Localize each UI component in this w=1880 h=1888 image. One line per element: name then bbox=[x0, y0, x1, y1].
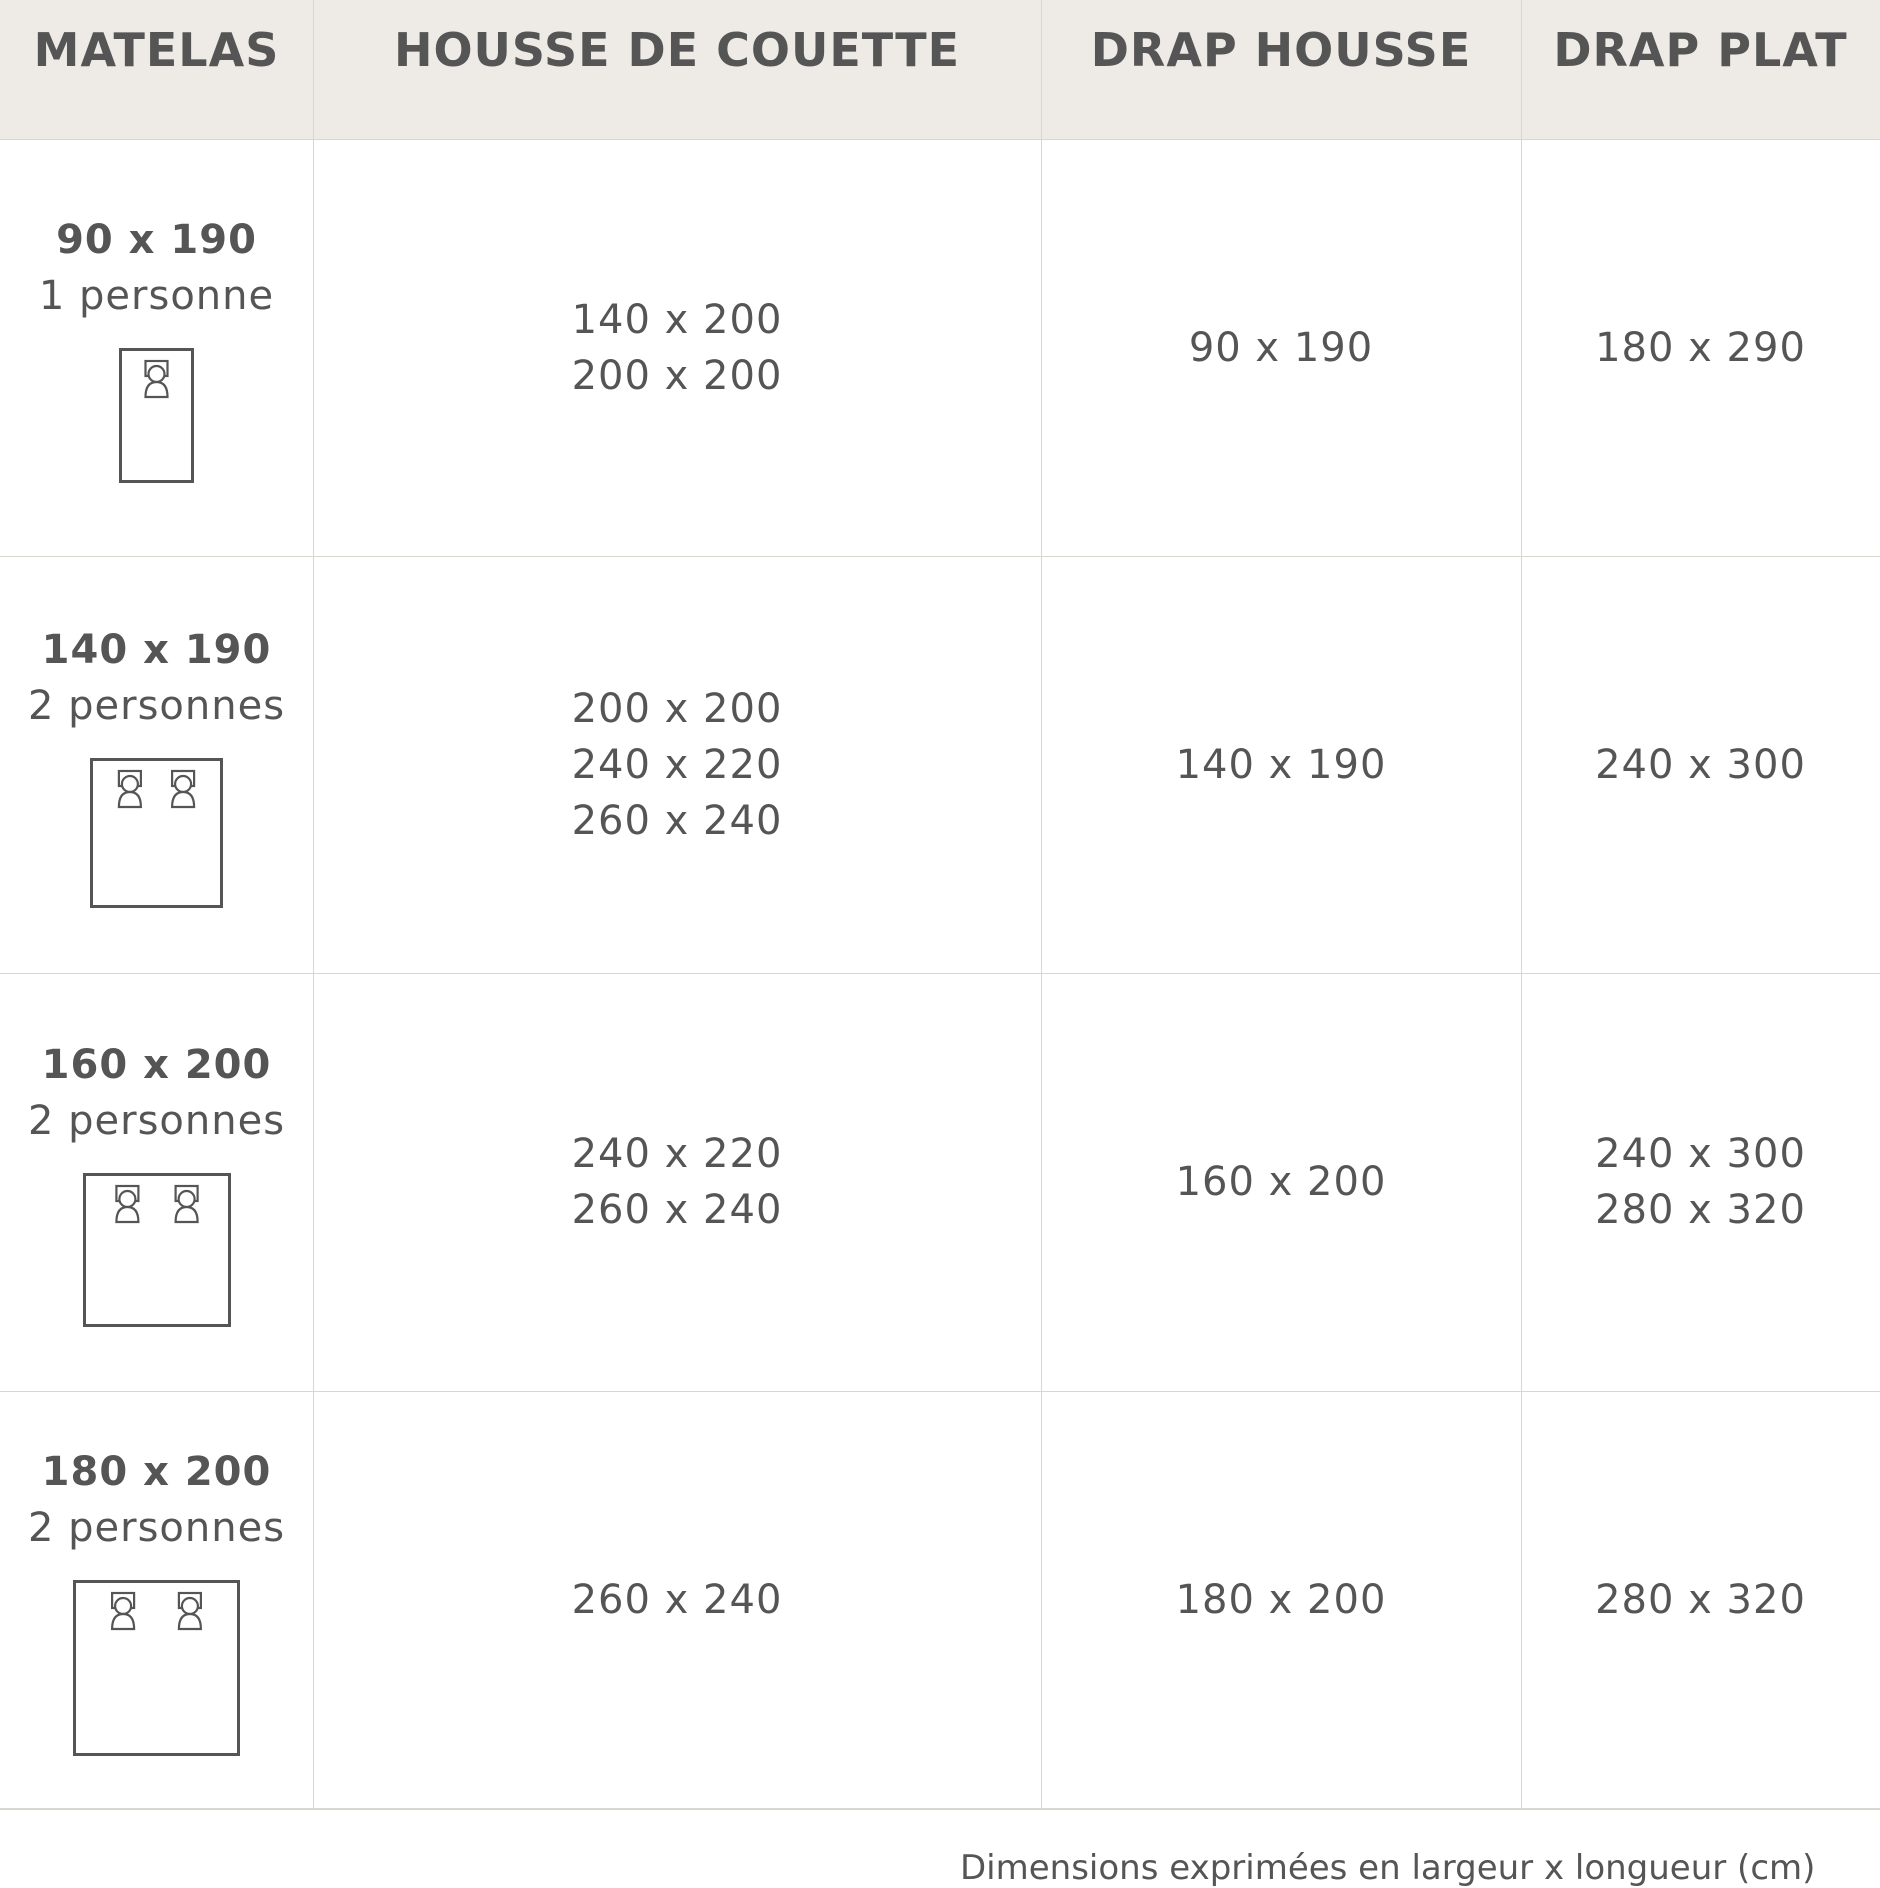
mattress-cell: 180 x 200 2 personnes bbox=[0, 1391, 313, 1808]
column-divider bbox=[1041, 0, 1042, 1808]
size-value: 200 x 200 bbox=[571, 685, 783, 732]
size-value: 240 x 220 bbox=[571, 741, 783, 788]
column-divider bbox=[1521, 0, 1522, 1808]
size-value: 90 x 190 bbox=[1188, 324, 1374, 371]
size-value: 280 x 320 bbox=[1595, 1187, 1806, 1233]
size-cell: 180 x 200 bbox=[1041, 1391, 1521, 1808]
size-value: 260 x 240 bbox=[571, 797, 783, 844]
size-cell: 160 x 200 bbox=[1041, 973, 1521, 1391]
size-cell: 240 x 300 280 x 320 bbox=[1521, 973, 1880, 1391]
row-divider bbox=[0, 973, 1880, 974]
size-cell: 140 x 190 bbox=[1041, 556, 1521, 973]
mattress-size: 160 x 200 bbox=[41, 1042, 272, 1088]
mattress-cell: 140 x 190 2 personnes bbox=[0, 556, 313, 973]
bed-double-icon bbox=[82, 1173, 231, 1327]
bed-single-icon bbox=[119, 348, 194, 483]
size-cell: 240 x 300 bbox=[1521, 556, 1880, 973]
people-count: 2 personnes bbox=[27, 682, 286, 729]
row-divider bbox=[0, 139, 1880, 140]
size-cell: 140 x 200 200 x 200 bbox=[313, 139, 1041, 556]
row-divider bbox=[0, 1391, 1880, 1392]
size-value: 180 x 290 bbox=[1595, 324, 1806, 371]
column-header: MATELAS bbox=[0, 0, 313, 139]
row-divider bbox=[0, 1808, 1880, 1810]
size-value: 160 x 200 bbox=[1175, 1159, 1387, 1205]
size-cell: 260 x 240 bbox=[313, 1391, 1041, 1808]
column-divider bbox=[313, 0, 314, 1808]
size-cell: 180 x 290 bbox=[1521, 139, 1880, 556]
mattress-cell: 160 x 200 2 personnes bbox=[0, 973, 313, 1391]
size-value: 280 x 320 bbox=[1595, 1576, 1806, 1623]
size-value: 140 x 200 bbox=[571, 296, 783, 343]
bed-double-icon bbox=[90, 757, 223, 908]
mattress-size: 180 x 200 bbox=[41, 1448, 272, 1495]
size-value: 180 x 200 bbox=[1175, 1576, 1387, 1623]
size-value: 240 x 220 bbox=[571, 1131, 783, 1177]
size-cell: 90 x 190 bbox=[1041, 139, 1521, 556]
people-count: 2 personnes bbox=[27, 1098, 286, 1144]
column-header: DRAP HOUSSE bbox=[1041, 0, 1521, 139]
mattress-size: 140 x 190 bbox=[41, 626, 272, 673]
column-header: DRAP PLAT bbox=[1521, 0, 1880, 139]
mattress-size: 90 x 190 bbox=[56, 217, 257, 263]
size-value: 260 x 240 bbox=[571, 1576, 783, 1623]
size-value: 240 x 300 bbox=[1595, 741, 1806, 788]
size-cell: 200 x 200 240 x 220 260 x 240 bbox=[313, 556, 1041, 973]
size-value: 140 x 190 bbox=[1175, 741, 1387, 788]
size-value: 240 x 300 bbox=[1595, 1131, 1806, 1177]
size-cell: 240 x 220 260 x 240 bbox=[313, 973, 1041, 1391]
size-value: 200 x 200 bbox=[571, 352, 783, 399]
people-count: 2 personnes bbox=[27, 1504, 286, 1551]
mattress-cell: 90 x 190 1 personne bbox=[0, 139, 313, 556]
size-cell: 280 x 320 bbox=[1521, 1391, 1880, 1808]
bed-double-icon bbox=[73, 1579, 240, 1756]
row-divider bbox=[0, 556, 1880, 557]
size-value: 260 x 240 bbox=[571, 1187, 783, 1233]
people-count: 1 personne bbox=[38, 273, 275, 319]
column-header: HOUSSE DE COUETTE bbox=[313, 0, 1041, 139]
footer-note: Dimensions exprimées en largeur x longue… bbox=[960, 1848, 1816, 1888]
